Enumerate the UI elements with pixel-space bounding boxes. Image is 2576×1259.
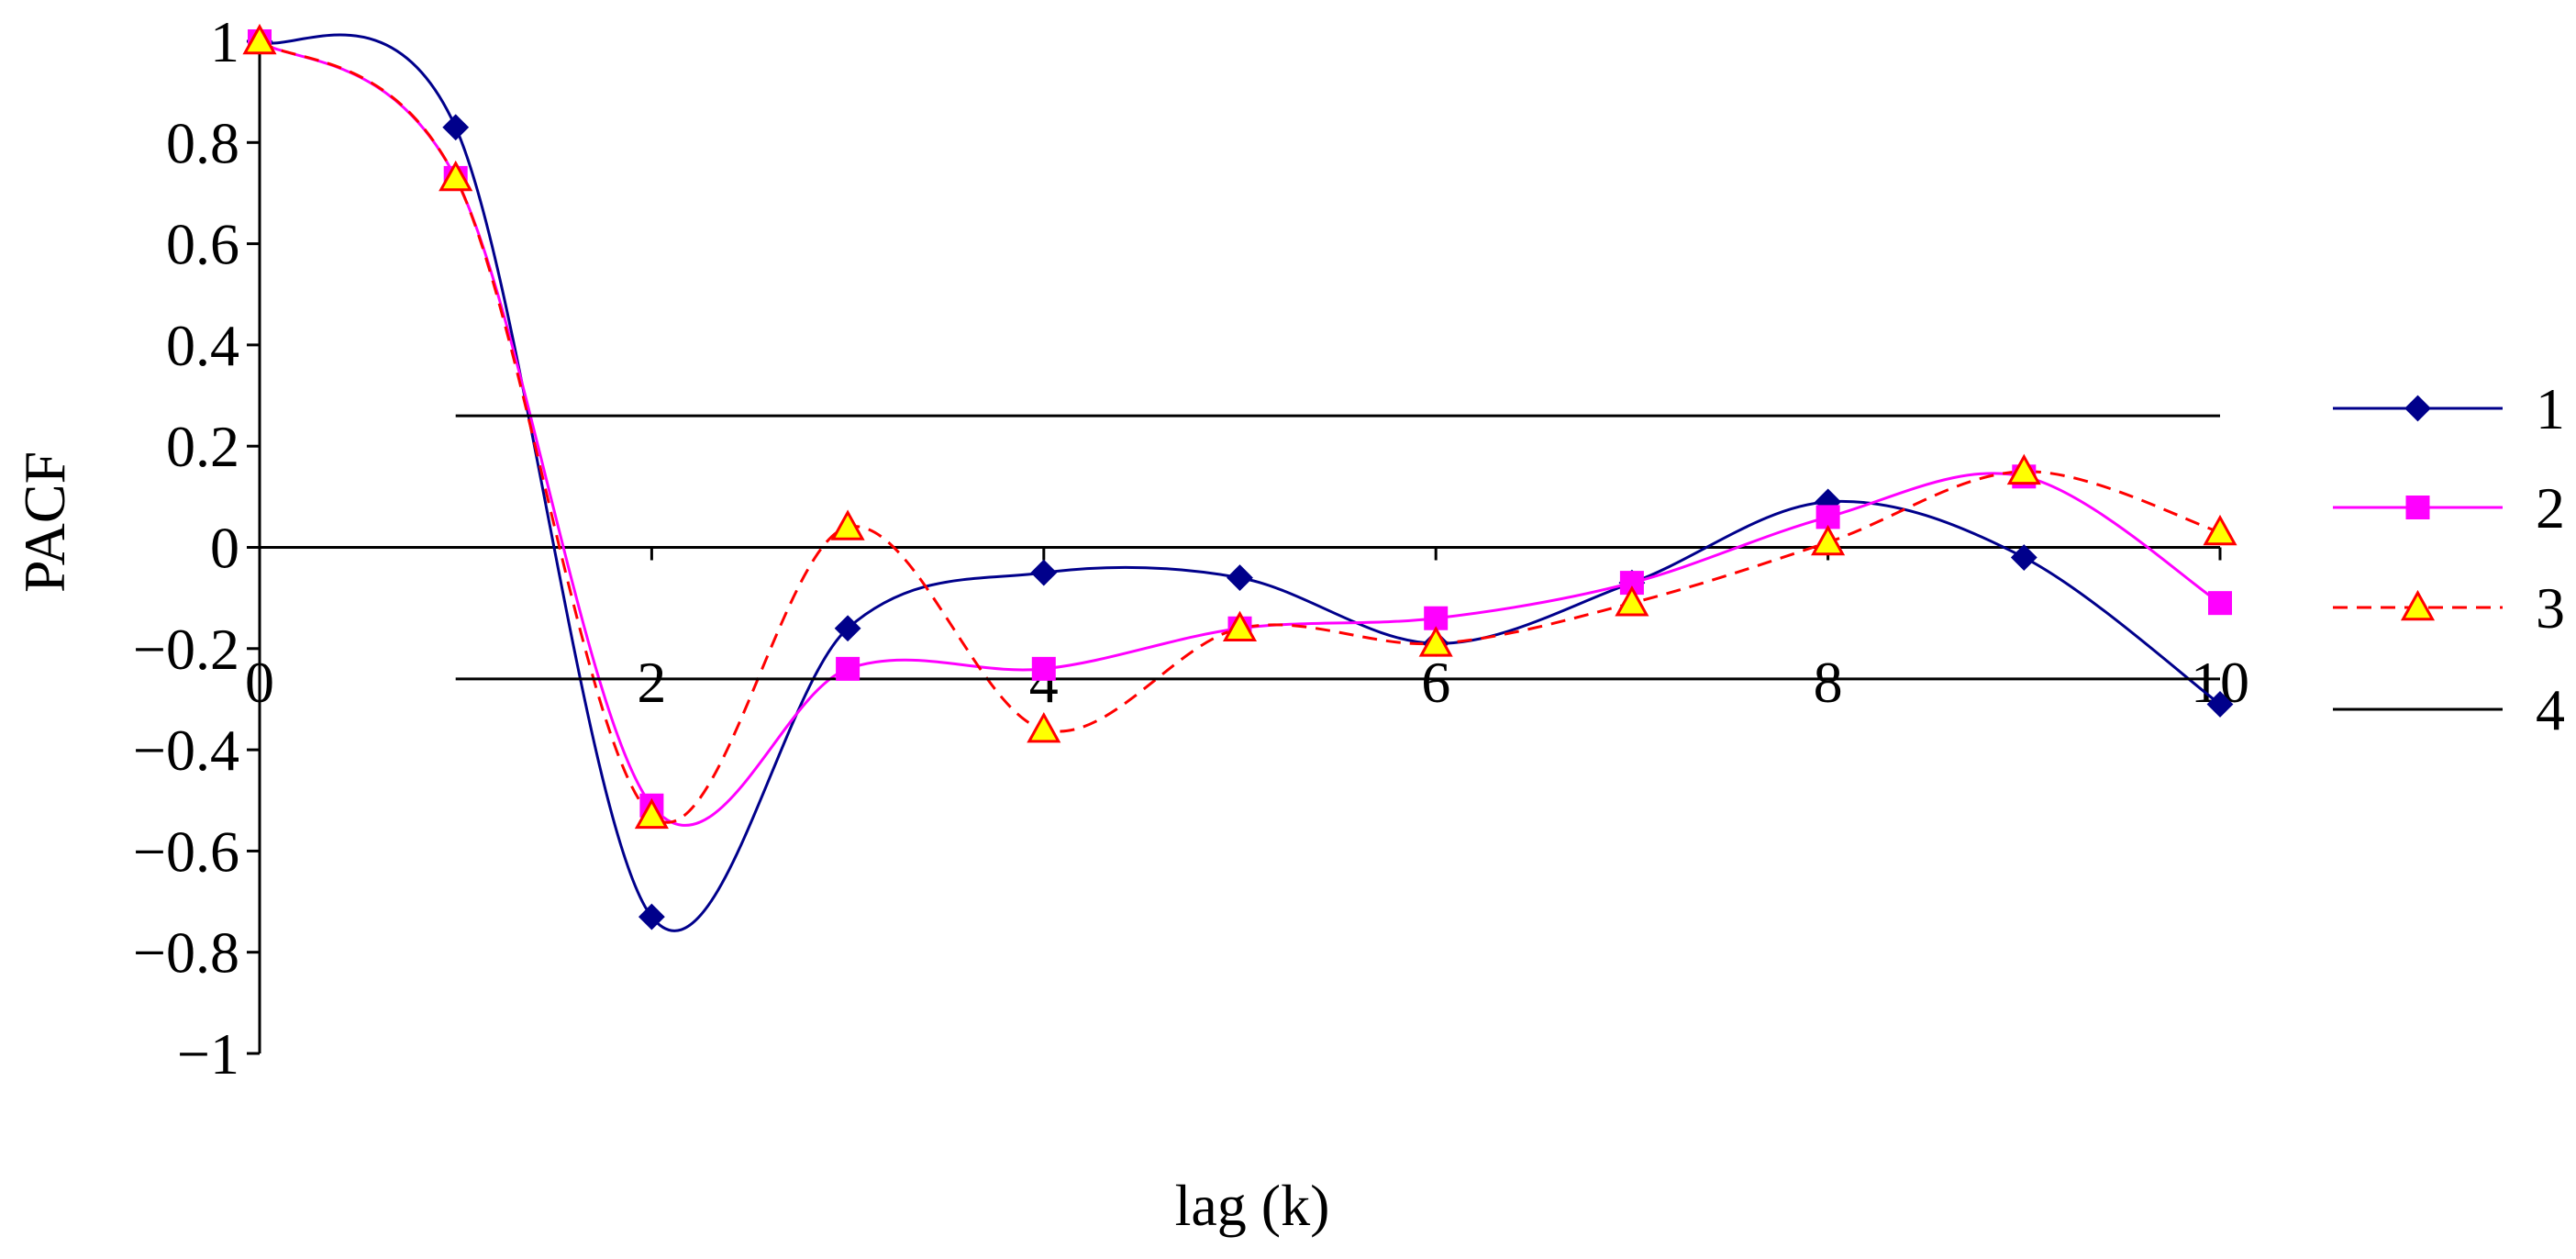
series-3-point — [2203, 514, 2237, 546]
series-3-point — [1222, 610, 1258, 642]
series-3-point — [1811, 524, 1846, 556]
series-3-point — [2400, 589, 2436, 621]
y-tick-label: −0.4 — [133, 718, 239, 783]
x-tick-label: 6 — [1421, 650, 1450, 715]
series-2-point — [2405, 496, 2430, 519]
y-tick-label: 0.8 — [166, 110, 239, 175]
series-1-line — [259, 33, 2221, 932]
y-tick-label: −0.8 — [133, 920, 239, 986]
series-1-point — [1227, 564, 1253, 592]
series-1-point — [638, 903, 665, 930]
series-2-point — [1031, 656, 1056, 681]
series-1-point — [834, 615, 861, 642]
y-tick-label: −0.2 — [133, 617, 239, 682]
y-tick-label: 0.2 — [166, 414, 239, 479]
series-1-point — [2404, 395, 2431, 422]
legend-label-1: 1 — [2536, 376, 2565, 441]
x-tick-label: 2 — [637, 650, 666, 715]
series-3-point — [1027, 711, 1061, 743]
legend-label-2: 2 — [2536, 475, 2565, 540]
series-1-point — [2206, 691, 2234, 718]
series-3-point — [439, 160, 473, 192]
y-tick-label: 0.6 — [166, 212, 239, 277]
x-tick-label: 8 — [1814, 650, 1843, 715]
series-1-point — [1030, 559, 1058, 586]
series-3-point — [2006, 453, 2041, 485]
series-1-point — [2010, 544, 2037, 571]
x-axis-label: lag (k) — [1175, 1173, 1330, 1238]
y-tick-label: 0.4 — [166, 313, 239, 378]
series-3-line — [259, 39, 2221, 824]
legend-label-4: 4 — [2536, 677, 2565, 742]
legend-label-3: 3 — [2536, 575, 2565, 641]
y-tick-label: 1 — [210, 9, 239, 74]
series-2-point — [2208, 591, 2232, 616]
y-axis-label: PACF — [12, 451, 77, 593]
series-3-point — [1418, 626, 1453, 657]
series-1-point — [442, 114, 470, 141]
series-2-point — [836, 656, 861, 681]
y-tick-label: −0.6 — [133, 819, 239, 884]
series-3-point — [634, 797, 669, 830]
series-3-point — [242, 23, 277, 55]
series-2-line — [259, 39, 2221, 827]
x-tick-label: 0 — [245, 650, 274, 715]
series-3-point — [1615, 585, 1649, 617]
series-3-point — [830, 509, 865, 540]
y-tick-label: −1 — [177, 1021, 239, 1086]
y-tick-label: 0 — [210, 516, 239, 581]
